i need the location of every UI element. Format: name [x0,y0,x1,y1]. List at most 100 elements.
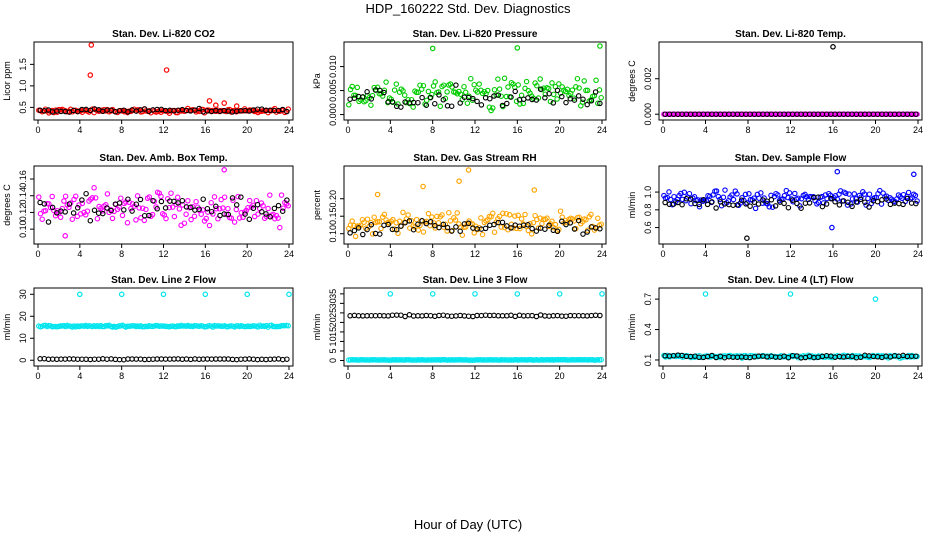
outlier-point [233,103,240,109]
data-points [36,42,291,116]
data-point [45,219,52,225]
x-tick-label: 12 [158,371,168,381]
data-point [496,213,503,220]
data-point [420,229,427,235]
x-tick-label: 8 [119,125,124,135]
data-point [815,199,822,206]
data-points [36,167,291,239]
data-point [402,219,408,226]
x-tick-label: 16 [512,371,522,381]
data-point [242,211,248,217]
data-point [666,189,672,195]
data-points [346,167,604,240]
outlier-point [599,291,605,297]
y-tick-label: 1.0 [18,80,28,93]
data-point [453,224,459,230]
panel-title: Stan. Dev. Sample Flow [735,153,847,164]
data-point [440,221,447,228]
data-point [687,196,694,202]
data-point [664,111,671,117]
data-point [390,216,396,223]
data-point [836,202,843,208]
outlier-point [830,43,836,50]
data-point [517,225,523,232]
x-tick-label: 0 [345,371,350,381]
data-point [597,226,603,232]
panel-7: Stan. Dev. Line 2 Flow ml/min 0 4 8 12 16 20 24 0… [2,275,294,381]
data-point [542,95,548,101]
y-tick-label: 35 [328,289,338,299]
data-point [794,200,800,207]
y-axis-label: ml/min [2,314,12,341]
data-point [474,312,480,319]
data-point [246,216,253,223]
data-point [849,203,855,210]
data-point [354,84,361,91]
data-point [512,88,518,95]
x-tick-label: 24 [913,371,923,381]
x-tick-label: 4 [77,371,82,381]
data-point [374,357,381,363]
x-tick-label: 16 [828,371,838,381]
data-point [99,323,106,330]
data-point [862,199,868,206]
data-point [213,203,219,210]
data-point [834,111,841,117]
x-tick-label: 24 [284,371,294,381]
data-point [580,231,586,237]
y-axis-label: ml/min [627,314,637,341]
data-point [447,218,454,224]
data-point [430,357,437,363]
data-point [470,95,476,102]
plot-frame [343,165,607,245]
data-point [673,111,679,117]
y-tick-label: 30 [328,298,338,308]
data-point [508,94,514,100]
data-point [236,215,243,221]
x-tick-label: 8 [745,371,750,381]
data-point [141,217,148,224]
data-point [163,215,169,222]
data-point [498,93,504,99]
data-point [858,194,864,200]
data-point [557,208,564,214]
data-point [246,197,253,204]
data-point [355,225,362,231]
data-point [378,357,384,363]
data-point [385,221,391,228]
data-point [284,356,290,362]
y-tick-label: 0.10 [328,225,338,243]
data-point [91,185,97,191]
data-point [896,200,902,207]
plot-frame [343,41,607,121]
outlier-point [118,291,125,298]
panel-6: Stan. Dev. Sample Flow ml/min 0 4 8 12 16 20 24 0… [627,153,923,259]
data-point [559,93,565,100]
x-tick-label: 20 [870,125,880,135]
data-point [277,224,283,231]
data-point [815,194,821,200]
data-point [230,197,236,204]
data-point [74,205,81,211]
x-tick-label: 20 [555,249,565,259]
data-point [383,79,389,85]
y-tick-label: 0.000 [643,103,653,126]
data-point [191,213,198,220]
data-point [707,111,713,117]
data-point [537,86,544,92]
data-point [556,81,562,87]
x-tick-label: 8 [745,125,750,135]
data-point [717,199,724,205]
data-point [168,190,174,196]
data-point [857,196,864,203]
data-point [94,215,101,222]
data-point [208,199,214,206]
x-tick-label: 12 [158,249,168,259]
x-tick-label: 20 [870,249,880,259]
data-point [505,84,511,90]
x-tick-label: 0 [35,125,40,135]
data-point [912,192,919,199]
y-tick-label: 0.010 [328,55,338,78]
figure-title: HDP_160222 Std. Dev. Diagnostics [365,1,571,16]
data-point [267,192,273,198]
